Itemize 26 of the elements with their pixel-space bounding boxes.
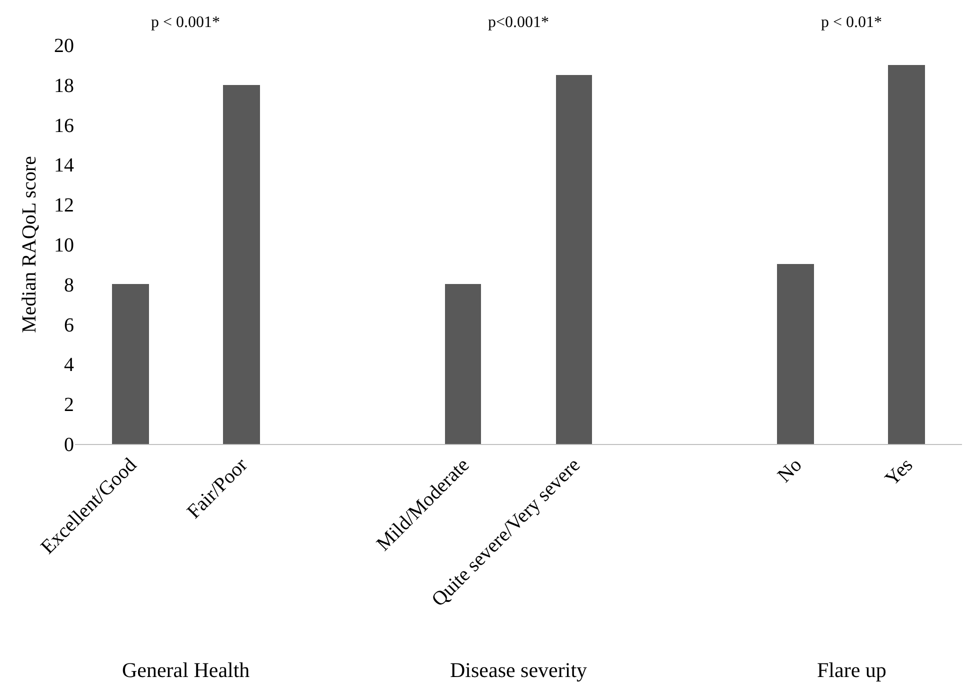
bar: [445, 284, 481, 444]
y-tick-label: 0: [64, 434, 74, 456]
y-tick-label: 2: [64, 394, 74, 416]
y-axis-title: Median RAQoL score: [18, 156, 40, 333]
bar: [777, 264, 814, 444]
y-tick-label: 10: [54, 234, 74, 256]
text: Disease severity: [450, 658, 588, 682]
text: p < 0.001*: [151, 14, 220, 31]
y-tick-label: 12: [54, 194, 74, 217]
text: p < 0.01*: [821, 14, 882, 31]
bar: [556, 75, 592, 444]
bar: [223, 85, 260, 444]
text: Flare up: [817, 658, 886, 682]
y-tick-label: 16: [54, 114, 74, 137]
y-tick-label: 20: [54, 35, 74, 57]
y-tick-label: 18: [54, 74, 74, 97]
x-tick-label: No: [773, 454, 806, 487]
text: General Health: [122, 658, 250, 682]
y-tick-label: 4: [64, 354, 74, 376]
y-tick-label: 14: [54, 154, 74, 177]
bar: [112, 284, 149, 444]
y-tick-label: 8: [64, 274, 74, 296]
y-tick-label: 6: [64, 314, 74, 336]
bar: [888, 65, 925, 444]
x-tick-label: Yes: [881, 454, 918, 490]
text: p<0.001*: [488, 14, 550, 31]
